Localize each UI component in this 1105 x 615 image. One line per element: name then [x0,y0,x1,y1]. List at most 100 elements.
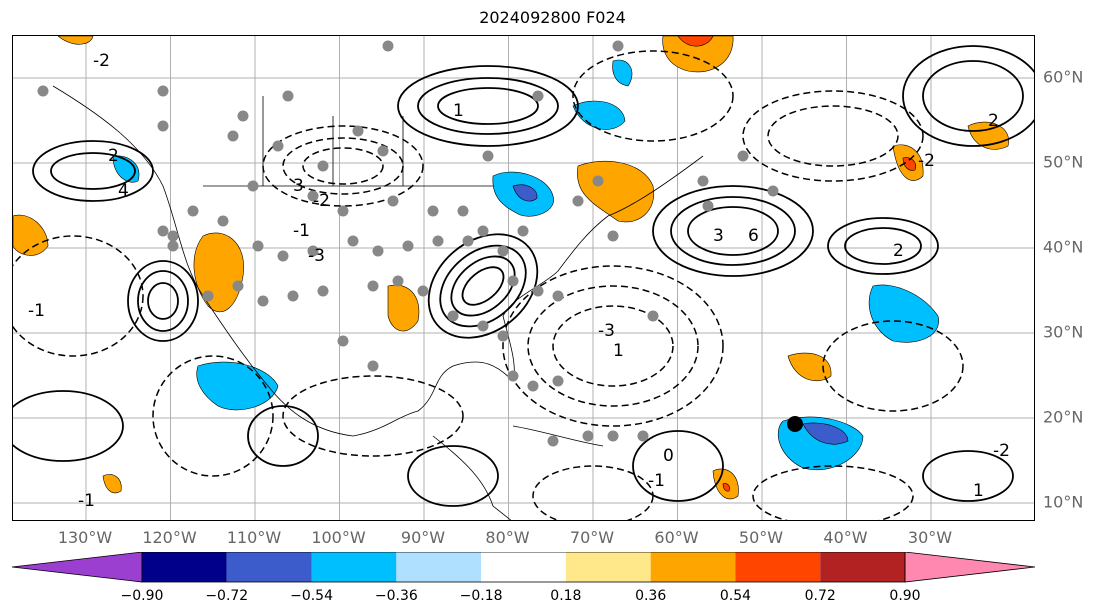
station-dot [217,215,229,227]
storm-center-marker [787,416,803,432]
station-dot [157,85,169,97]
contour-label: 2 [893,241,904,261]
station-dot [282,90,294,102]
station-dot [572,195,584,207]
station-dot [247,180,259,192]
station-dot [287,290,299,302]
station-dot [547,435,559,447]
contour-label: 1 [973,481,984,501]
station-dot [612,40,624,52]
colorbar-segment [820,552,905,582]
contour-label: -1 [293,221,310,241]
station-dot [447,310,459,322]
station-dot [317,285,329,297]
station-dot [167,230,179,242]
station-dot [367,280,379,292]
station-dot [497,245,509,257]
station-dot [637,430,649,442]
station-dot [527,380,539,392]
latitude-label: 60°N [1043,67,1084,87]
longitude-label: 120°W [142,528,197,547]
station-dot [517,225,529,237]
station-dot [592,175,604,187]
contour-label: 3 [293,176,304,196]
colorbar-segment [565,552,651,582]
colorbar-tick-label: 0.90 [889,588,921,604]
colorbar-tick-label: 0.36 [635,588,667,604]
contour-label: 0 [663,446,674,466]
station-dot [257,295,269,307]
station-dot [387,195,399,207]
longitude-label: 80°W [485,528,530,547]
dashed-contours [13,50,964,520]
longitude-label: 90°W [400,528,446,547]
station-dot [277,250,289,262]
station-dot [737,150,749,162]
station-dot [507,370,519,382]
station-dot [457,205,469,217]
station-dot [237,110,249,122]
colorbar-tick-label: 0.18 [550,588,582,604]
station-dot [532,285,544,297]
contour-label: -1 [78,491,95,511]
station-dot [352,125,364,137]
station-dot [647,310,659,322]
station-dot [232,280,244,292]
station-dot [552,290,564,302]
height-contours [13,45,1034,507]
map-panel: -2 2 4 3 -1 -2 -3 1 -1 6 3 2 -2 1 -3 0 -1 2 -2 1 -1 [12,35,1035,521]
station-dot [167,240,179,252]
contour-label: -2 [93,51,110,71]
colorbar-extend-high [904,552,1036,583]
colorbar-tick-label: 0.72 [804,588,836,604]
map-title: 2024092800 F024 [479,8,626,27]
station-dot [307,245,319,257]
colorbar-tick-label: −0.72 [205,588,249,604]
latitude-label: 10°N [1043,492,1084,512]
contour-label: -3 [598,321,615,341]
colorbar-tick-label: −0.90 [120,588,164,604]
contour-label: -1 [648,471,665,491]
colorbar-segment [226,552,312,582]
station-dot [582,430,594,442]
station-dot [607,430,619,442]
station-dot [382,40,394,52]
colorbar-tick-label: −0.36 [374,588,418,604]
colorbar-extend-low [11,552,143,583]
longitude-label: 130°W [57,528,113,547]
contour-label: 1 [453,101,464,121]
longitude-label: 40°W [823,528,868,547]
station-dot [552,375,564,387]
longitude-label: 30°W [907,528,953,547]
station-dot [697,175,709,187]
station-dot [462,235,474,247]
contour-label: -1 [28,301,45,321]
contour-label: -2 [313,191,330,211]
station-dot [507,275,519,287]
station-dot [477,225,489,237]
longitude-label: 50°W [738,528,784,547]
contour-label: 6 [748,226,759,246]
colorbar-segment [142,552,227,582]
colorbar-segment [481,552,566,582]
colorbar-segment [311,552,397,582]
longitude-label: 110°W [226,528,282,547]
station-dot [402,240,414,252]
contour-label: 4 [118,181,129,201]
contour-label: -2 [918,151,935,171]
station-dot [272,140,284,152]
station-dot [432,235,444,247]
station-dot [157,120,169,132]
station-dot [377,145,389,157]
longitude-label: 100°W [311,528,366,547]
station-dot [477,320,489,332]
contour-label: 3 [713,226,724,246]
station-dot [392,275,404,287]
colorbar-tick-label: −0.18 [459,588,503,604]
contour-label: -3 [308,246,325,266]
colorbar-tick-label: 0.54 [719,588,752,604]
longitude-label: 60°W [654,528,699,547]
station-dot [227,130,239,142]
station-dot [187,205,199,217]
